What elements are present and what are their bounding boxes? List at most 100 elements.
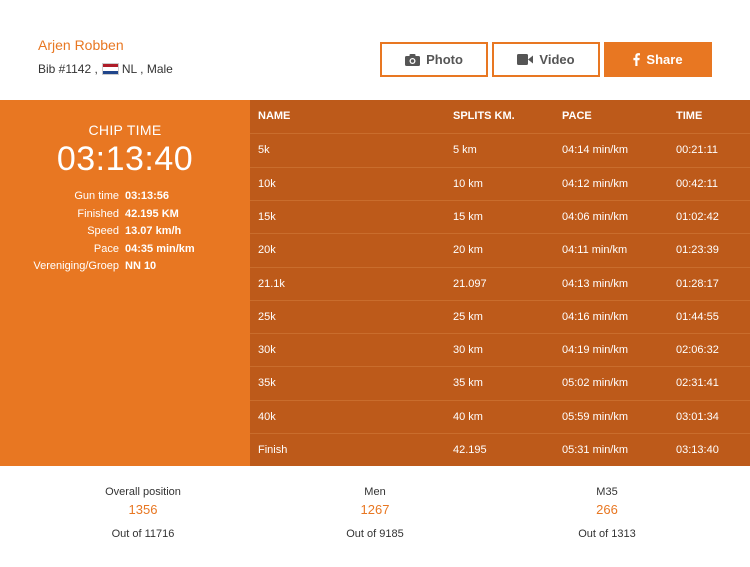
split-pace: 04:19 min/km	[562, 344, 629, 357]
chip-time-value: 03:13:40	[56, 140, 194, 178]
split-time: 00:42:11	[676, 177, 719, 190]
chip-stats: Gun time 03:13:56 Finished 42.195 KM Spe…	[0, 188, 250, 276]
stat-value: 03:13:56	[125, 190, 170, 202]
split-name: 21.1k	[258, 277, 285, 290]
table-row: 35k 35 km 05:02 min/km 02:31:41	[250, 366, 750, 399]
split-distance: 10 km	[453, 177, 483, 190]
split-name: Finish	[258, 444, 288, 456]
table-row: 21.1k 21.097 04:13 min/km 01:28:17	[250, 266, 750, 300]
column-header-name: NAME	[258, 110, 291, 122]
photo-button[interactable]: Photo	[380, 42, 488, 77]
table-row: 40k 40 km 05:59 min/km 03:01:34	[250, 399, 750, 433]
runner-meta: Bib #1142 , NL , Male	[38, 62, 173, 76]
split-distance: 25 km	[453, 310, 483, 323]
split-distance: 35 km	[453, 377, 483, 390]
split-pace: 04:14 min/km	[562, 144, 629, 157]
chip-time-label: CHIP TIME	[88, 122, 162, 138]
splits-table-header: NAME SPLITS KM. PACE TIME	[250, 100, 750, 133]
split-name: 40k	[258, 410, 276, 423]
split-pace: 05:31 min/km	[562, 444, 629, 456]
split-pace: 04:11 min/km	[562, 244, 628, 257]
split-pace: 05:02 min/km	[562, 377, 629, 390]
position-out-of: Out of 1313	[578, 528, 636, 540]
position-out-of: Out of 11716	[111, 528, 175, 540]
table-row: 5k 5 km 04:14 min/km 00:21:11	[250, 133, 750, 166]
facebook-icon	[633, 53, 641, 66]
photo-button-label: Photo	[426, 52, 463, 67]
netherlands-flag-icon	[101, 63, 119, 75]
chip-time-panel: CHIP TIME 03:13:40 Gun time 03:13:56 Fin…	[0, 100, 250, 466]
split-time: 03:13:40	[676, 444, 719, 456]
camera-icon	[405, 53, 421, 66]
split-distance: 20 km	[453, 244, 483, 257]
table-row: 25k 25 km 04:16 min/km 01:44:55	[250, 299, 750, 333]
split-distance: 21.097	[453, 277, 487, 290]
split-distance: 30 km	[453, 344, 483, 357]
split-name: 20k	[258, 244, 276, 257]
split-distance: 42.195	[453, 444, 487, 456]
stat-row-speed: Speed 13.07 km/h	[0, 223, 250, 241]
stat-value: NN 10	[125, 260, 157, 272]
split-name: 5k	[258, 144, 270, 157]
split-pace: 04:16 min/km	[562, 310, 629, 323]
position-value: 1267	[360, 502, 390, 517]
category-position: M35 266 Out of 1313	[507, 486, 707, 540]
split-name: 10k	[258, 177, 276, 190]
position-value: 1356	[128, 502, 158, 517]
runner-header: Arjen Robben Bib #1142 , NL , Male Photo…	[0, 0, 750, 100]
split-pace: 04:13 min/km	[562, 277, 629, 290]
split-distance: 40 km	[453, 410, 483, 423]
table-row: 30k 30 km 04:19 min/km 02:06:32	[250, 333, 750, 366]
share-button[interactable]: Share	[604, 42, 712, 77]
video-button[interactable]: Video	[492, 42, 600, 77]
split-name: 30k	[258, 344, 276, 357]
split-pace: 05:59 min/km	[562, 410, 629, 423]
position-out-of: Out of 9185	[346, 528, 404, 540]
stat-row-gun-time: Gun time 03:13:56	[0, 188, 250, 206]
stat-label: Speed	[87, 225, 119, 237]
split-name: 15k	[258, 210, 276, 223]
stat-label: Pace	[93, 242, 119, 255]
stat-row-pace: Pace 04:35 min/km	[0, 241, 250, 259]
split-time: 03:01:34	[676, 410, 719, 423]
split-time: 01:23:39	[676, 244, 719, 257]
share-button-label: Share	[646, 52, 683, 67]
splits-table: NAME SPLITS KM. PACE TIME 5k 5 km 04:14 …	[250, 100, 750, 466]
split-name: 25k	[258, 310, 276, 323]
split-pace: 04:12 min/km	[562, 177, 629, 190]
video-camera-icon	[517, 54, 534, 65]
column-header-time: TIME	[676, 110, 703, 122]
split-time: 02:31:41	[676, 377, 719, 390]
column-header-splits: SPLITS KM.	[453, 110, 515, 122]
stat-label: Vereniging/Groep	[33, 260, 119, 272]
split-distance: 5 km	[453, 144, 477, 157]
split-time: 01:44:55	[676, 310, 719, 323]
split-pace: 04:06 min/km	[562, 210, 629, 223]
position-label: Overall position	[105, 486, 181, 498]
column-header-pace: PACE	[562, 110, 592, 122]
overall-position: Overall position 1356 Out of 11716	[43, 486, 243, 540]
position-label: Men	[364, 486, 386, 498]
table-row: 10k 10 km 04:12 min/km 00:42:11	[250, 166, 750, 200]
stat-label: Gun time	[74, 190, 119, 202]
runner-name: Arjen Robben	[38, 37, 124, 53]
split-distance: 15 km	[453, 210, 483, 223]
positions-footer: Overall position 1356 Out of 11716 Men 1…	[0, 466, 750, 567]
table-row: 20k 20 km 04:11 min/km 01:23:39	[250, 233, 750, 266]
stat-label: Finished	[77, 207, 119, 220]
results-panel: CHIP TIME 03:13:40 Gun time 03:13:56 Fin…	[0, 100, 750, 466]
stat-row-finished: Finished 42.195 KM	[0, 206, 250, 224]
stat-value: 13.07 km/h	[125, 225, 182, 237]
stat-value: 04:35 min/km	[125, 242, 195, 255]
men-position: Men 1267 Out of 9185	[275, 486, 475, 540]
split-time: 01:02:42	[676, 210, 719, 223]
country-code: NL	[121, 62, 138, 76]
bib-number: Bib #1142 ,	[38, 62, 98, 76]
split-time: 01:28:17	[676, 277, 719, 290]
video-button-label: Video	[539, 52, 575, 67]
position-value: 266	[596, 502, 618, 517]
stat-row-group: Vereniging/Groep NN 10	[0, 258, 250, 276]
position-label: M35	[596, 486, 618, 498]
split-time: 02:06:32	[676, 344, 719, 357]
stat-value: 42.195 KM	[125, 207, 179, 220]
